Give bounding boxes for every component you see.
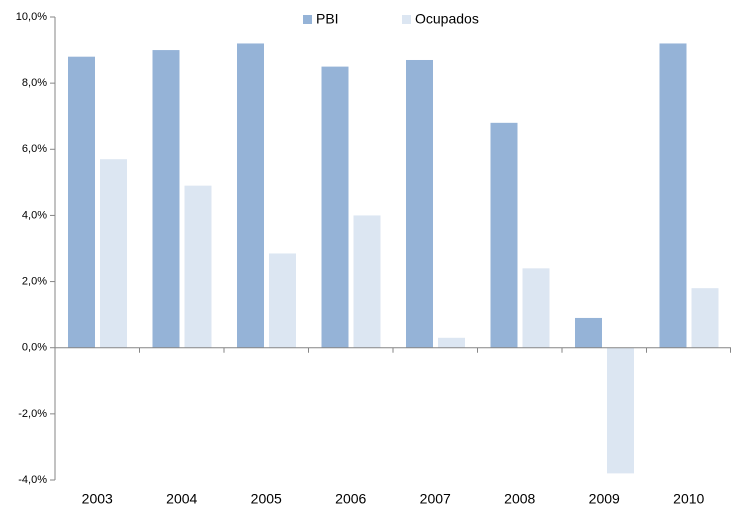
bar <box>490 122 518 348</box>
x-tick-label: 2008 <box>504 491 535 507</box>
y-tick-label: 8,0% <box>22 77 47 89</box>
x-tick-label: 2007 <box>420 491 451 507</box>
bar <box>691 288 719 348</box>
legend-label: PBI <box>316 11 339 27</box>
bar <box>100 159 127 348</box>
x-tick-label: 2005 <box>251 491 282 507</box>
x-tick-label: 2009 <box>589 491 620 507</box>
y-tick-label: -2,0% <box>18 408 47 420</box>
bar <box>321 66 349 348</box>
x-tick-label: 2004 <box>166 491 197 507</box>
bar <box>575 317 602 348</box>
bar <box>152 50 180 348</box>
bar <box>406 59 433 348</box>
y-tick-label: 4,0% <box>22 209 47 221</box>
x-tick-label: 2010 <box>673 491 704 507</box>
bar <box>438 337 465 348</box>
bar <box>522 268 550 348</box>
legend-label: Ocupados <box>415 11 479 27</box>
bar <box>237 43 264 348</box>
y-tick-label: -4,0% <box>18 474 47 486</box>
y-tick-label: 0,0% <box>22 342 47 354</box>
y-tick-label: 10,0% <box>16 11 47 23</box>
legend-swatch <box>303 15 312 24</box>
bar <box>269 253 296 348</box>
bar <box>607 347 634 474</box>
x-tick-label: 2003 <box>82 491 113 507</box>
bar <box>353 215 381 348</box>
x-tick-label: 2006 <box>335 491 366 507</box>
legend-swatch <box>402 15 411 24</box>
bar <box>659 43 687 348</box>
y-tick-label: 2,0% <box>22 275 47 287</box>
bar <box>68 56 95 348</box>
bar <box>184 185 212 348</box>
y-tick-label: 6,0% <box>22 143 47 155</box>
